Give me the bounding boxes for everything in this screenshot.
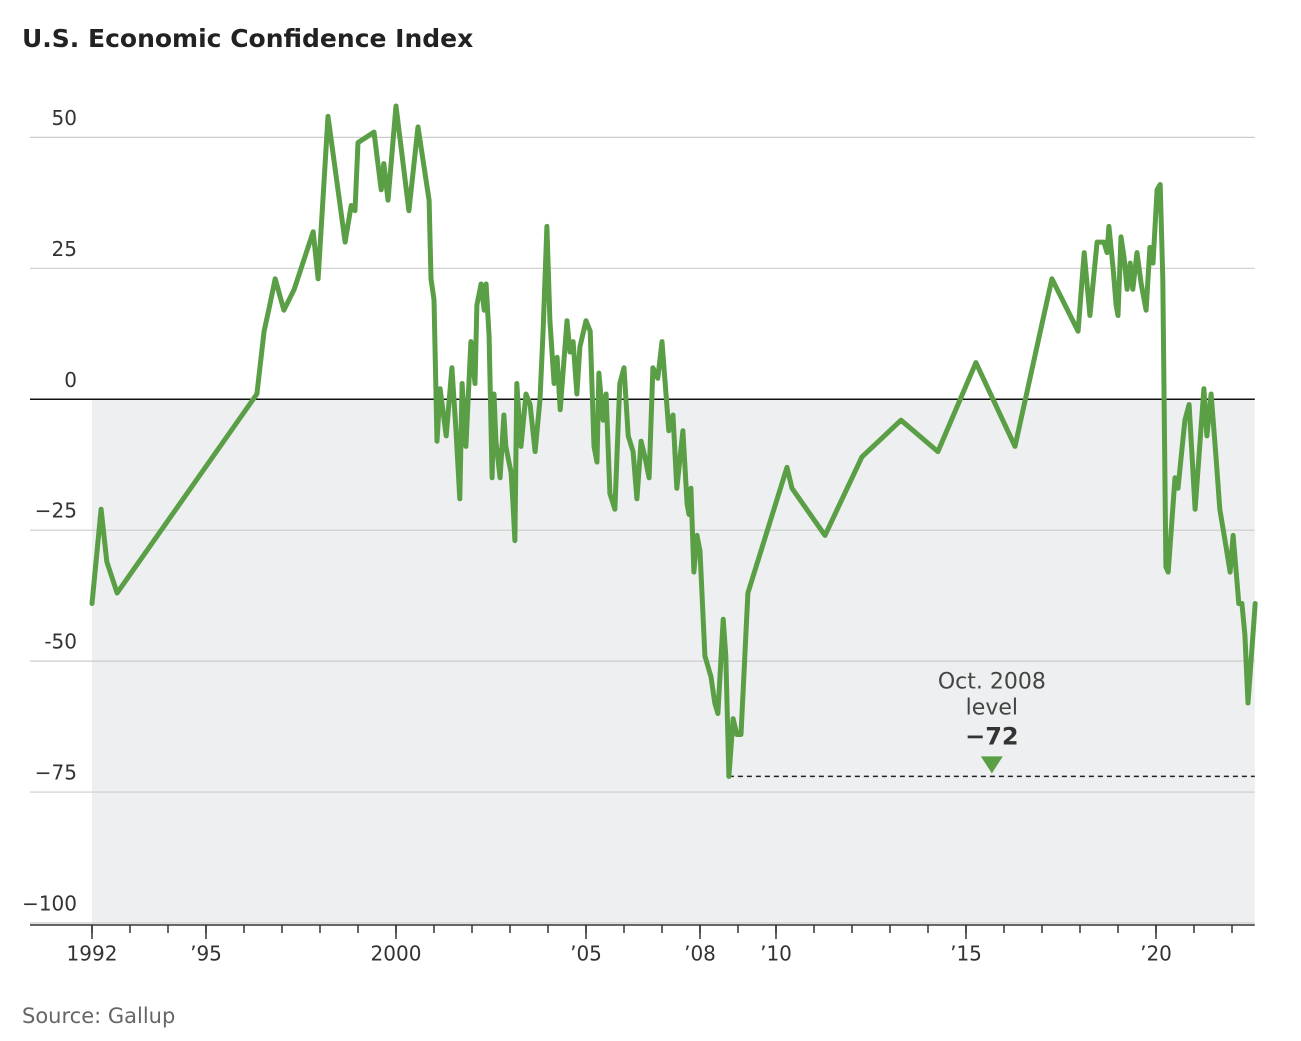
annotation-marker <box>980 756 1003 774</box>
x-tick-label: ’95 <box>190 942 222 966</box>
data-line <box>89 103 1258 779</box>
x-tick-label: ’05 <box>570 942 602 966</box>
x-tick-label: ’08 <box>684 942 716 966</box>
y-tick-label: 50 <box>52 106 77 130</box>
chart-title: U.S. Economic Confidence Index <box>22 24 473 53</box>
annotation-value: −72 <box>965 722 1019 750</box>
x-tick-label: 1992 <box>67 942 118 966</box>
y-tick-label: 25 <box>52 237 77 261</box>
y-tick-label: −100 <box>22 892 77 916</box>
annotation-label: level <box>966 695 1018 720</box>
annotation-label: Oct. 2008 <box>938 669 1046 694</box>
y-tick-label: −75 <box>35 761 77 785</box>
y-tick-label: -50 <box>44 630 77 654</box>
x-tick-label: ’20 <box>1140 942 1172 966</box>
source: Source: Gallup <box>22 1004 175 1028</box>
y-tick-label: −25 <box>35 499 77 523</box>
x-tick-label: 2000 <box>371 942 422 966</box>
x-tick-label: ’10 <box>760 942 792 966</box>
y-tick-label: 0 <box>64 368 77 392</box>
x-tick-label: ’15 <box>950 942 982 966</box>
